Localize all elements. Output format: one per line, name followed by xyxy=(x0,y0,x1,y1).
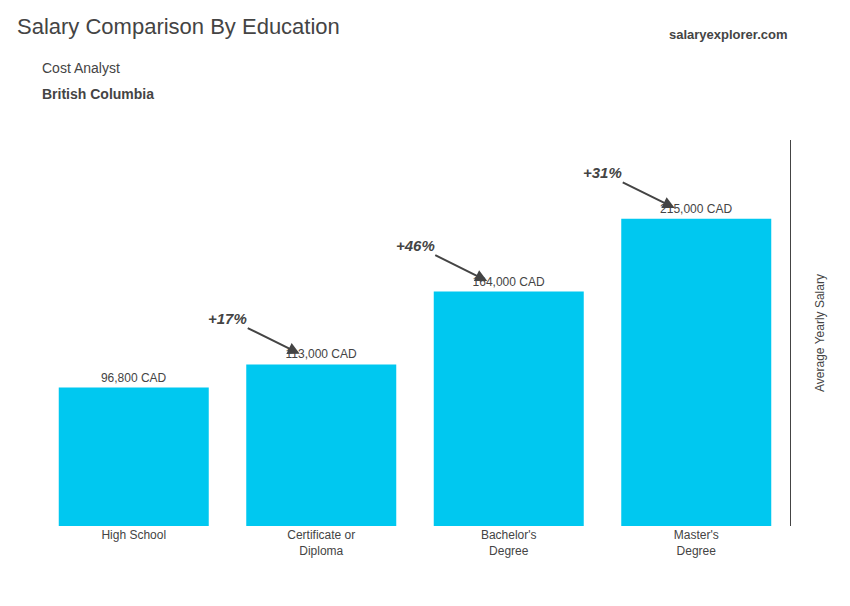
svg-text:+31%: +31% xyxy=(583,164,622,181)
svg-text:+46%: +46% xyxy=(396,237,435,254)
svg-text:215,000 CAD: 215,000 CAD xyxy=(660,202,732,216)
svg-text:113,000 CAD: 113,000 CAD xyxy=(286,347,357,361)
svg-text:High School: High School xyxy=(101,528,166,542)
svg-text:96,800 CAD: 96,800 CAD xyxy=(101,371,167,385)
svg-text:Salary Comparison By Education: Salary Comparison By Education xyxy=(17,14,340,39)
svg-text:Master'sDegree: Master'sDegree xyxy=(674,528,719,558)
svg-text:Cost Analyst: Cost Analyst xyxy=(42,60,120,76)
svg-text:Bachelor'sDegree: Bachelor'sDegree xyxy=(481,528,537,558)
svg-text:Average Yearly Salary: Average Yearly Salary xyxy=(813,274,827,392)
svg-text:British Columbia: British Columbia xyxy=(42,86,154,102)
svg-text:salaryexplorer.com: salaryexplorer.com xyxy=(669,27,788,42)
svg-text:Certificate orDiploma: Certificate orDiploma xyxy=(287,528,355,558)
svg-text:164,000 CAD: 164,000 CAD xyxy=(473,275,545,289)
svg-text:+17%: +17% xyxy=(208,310,247,327)
